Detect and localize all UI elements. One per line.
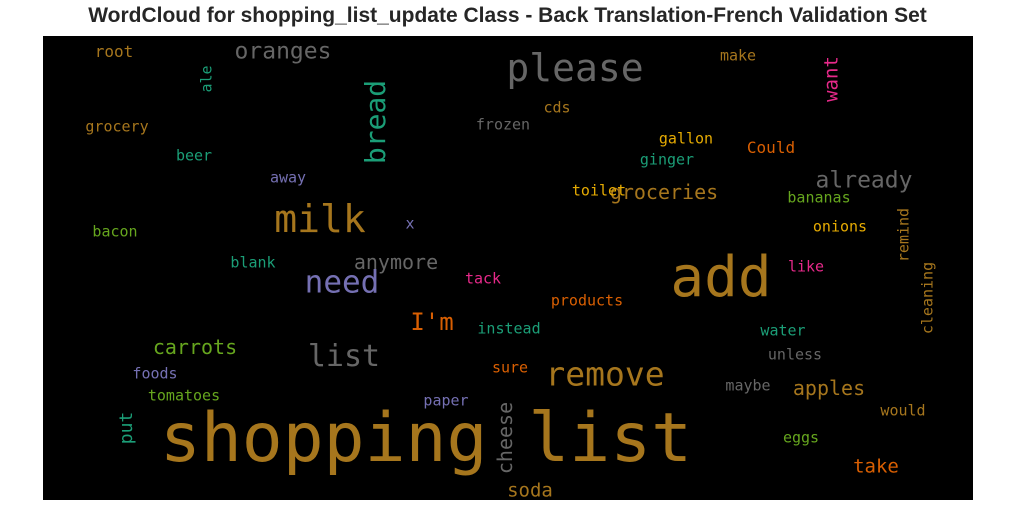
word-ale: ale <box>197 65 216 93</box>
word-paper: paper <box>423 391 469 410</box>
word-could: Could <box>746 138 796 157</box>
word-beer: beer <box>175 146 213 165</box>
word-toilet: toilet <box>571 181 627 200</box>
word-take: take <box>853 455 899 478</box>
word-add: add <box>670 245 772 310</box>
wordcloud-panel: shopping list add please milk need remove brea… <box>43 36 973 500</box>
word-cds: cds <box>543 98 571 117</box>
word-oranges: oranges <box>234 38 332 65</box>
word-products: products <box>550 291 624 310</box>
word-x: x <box>405 214 415 233</box>
word-groceries: groceries <box>609 180 719 204</box>
word-remove: remove <box>545 354 665 394</box>
word-carrots: carrots <box>152 335 238 359</box>
word-make: make <box>719 46 757 65</box>
word-bread: bread <box>359 79 392 165</box>
word-water: water <box>760 321 806 340</box>
word-unless: unless <box>767 345 823 364</box>
word-cleaning: cleaning <box>918 261 937 335</box>
word-want: want <box>820 56 843 102</box>
word-away: away <box>269 168 307 187</box>
word-anymore: anymore <box>353 250 439 274</box>
word-list: list <box>307 339 381 374</box>
word-eggs: eggs <box>782 428 820 447</box>
word-tack: tack <box>464 269 502 288</box>
word-cheese: cheese <box>493 401 517 475</box>
word-shopping-list: shopping list <box>159 399 693 478</box>
word-grocery: grocery <box>85 117 149 136</box>
word-blank: blank <box>230 253 276 272</box>
word-already: already <box>815 167 913 194</box>
word-root: root <box>94 42 134 61</box>
word-foods: foods <box>132 364 178 383</box>
word-gallon: gallon <box>658 129 714 148</box>
word-i-m: I'm <box>410 308 454 336</box>
word-maybe: maybe <box>725 376 771 395</box>
word-instead: instead <box>477 319 541 338</box>
word-need: need <box>304 264 380 301</box>
word-bacon: bacon <box>92 222 138 241</box>
word-bananas: bananas <box>787 188 851 207</box>
word-ginger: ginger <box>639 150 695 169</box>
word-frozen: frozen <box>475 115 531 134</box>
word-soda: soda <box>507 479 553 502</box>
chart-title: WordCloud for shopping_list_update Class… <box>88 4 927 27</box>
word-please: please <box>506 46 644 90</box>
word-tomatoes: tomatoes <box>147 386 221 405</box>
word-onions: onions <box>812 217 868 236</box>
word-sure: sure <box>491 358 529 377</box>
word-apples: apples <box>792 376 866 400</box>
word-like: like <box>787 257 825 276</box>
word-remind: remind <box>894 207 913 263</box>
word-put: put <box>116 411 137 445</box>
word-would: would <box>880 401 926 420</box>
word-milk: milk <box>274 197 366 241</box>
